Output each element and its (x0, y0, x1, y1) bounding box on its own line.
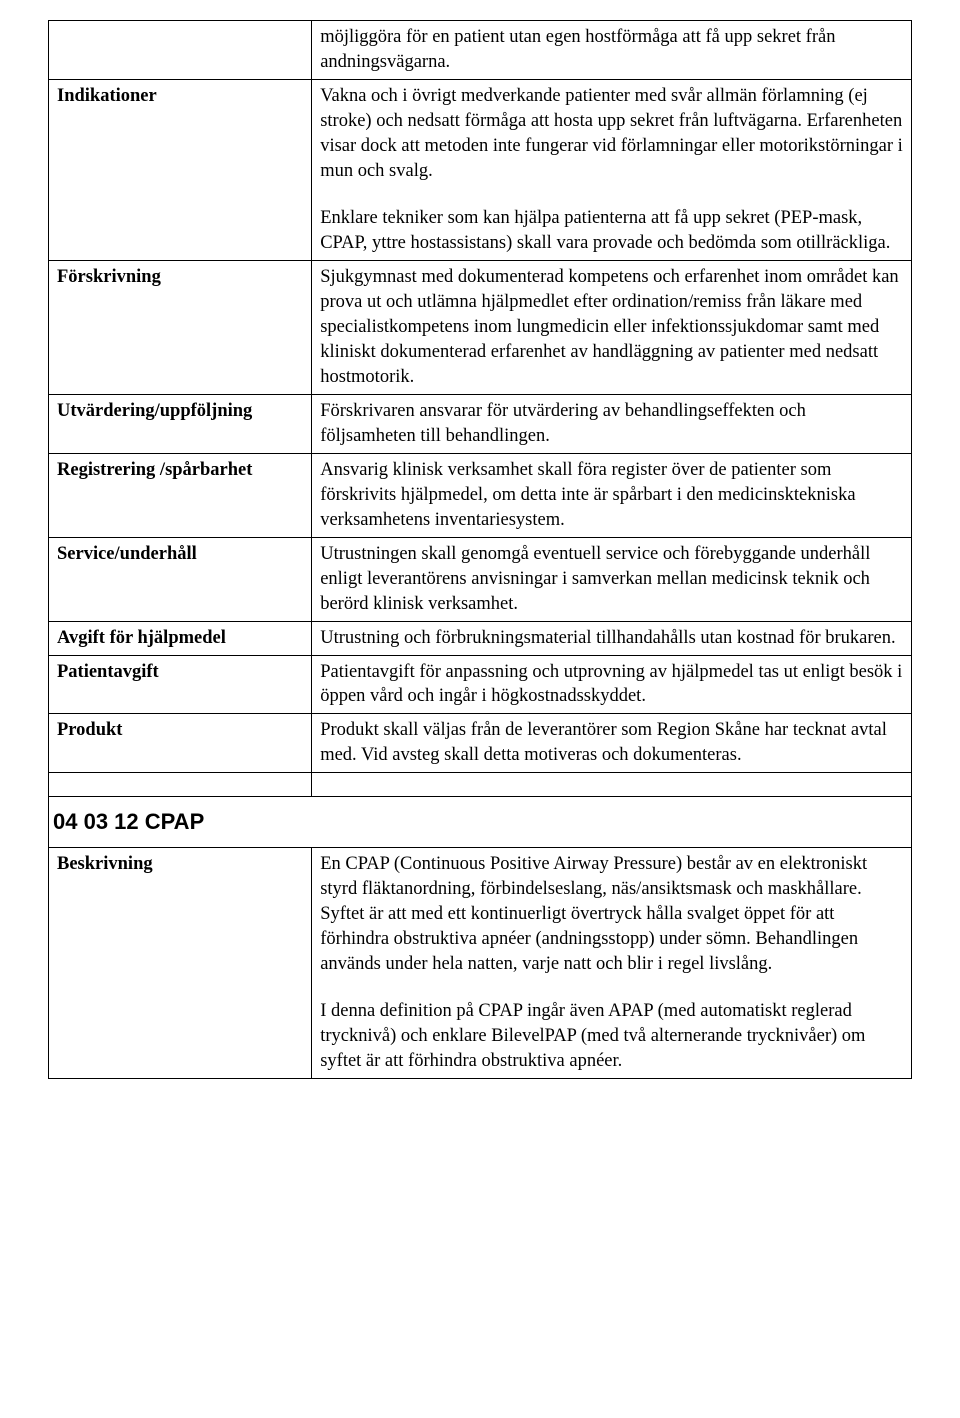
row-content: Vakna och i övrigt medverkande patienter… (312, 79, 912, 260)
row-label: Indikationer (49, 79, 312, 260)
row-label (49, 21, 312, 80)
spacer-row (49, 773, 912, 797)
empty-cell (49, 773, 312, 797)
row-content: Patientavgift för anpassning och utprovn… (312, 655, 912, 714)
paragraph: Enklare tekniker som kan hjälpa patiente… (320, 206, 903, 256)
table-row: Förskrivning Sjukgymnast med dokumentera… (49, 260, 912, 394)
row-label: Beskrivning (49, 848, 312, 1079)
table-row: Service/underhåll Utrustningen skall gen… (49, 537, 912, 621)
row-label: Produkt (49, 714, 312, 773)
section-title: 04 03 12 CPAP (49, 797, 912, 848)
row-label: Förskrivning (49, 260, 312, 394)
row-label: Service/underhåll (49, 537, 312, 621)
row-content: Produkt skall väljas från de leverantöre… (312, 714, 912, 773)
section-header-row: 04 03 12 CPAP (49, 797, 912, 848)
table-row: möjliggöra för en patient utan egen host… (49, 21, 912, 80)
table-row: Produkt Produkt skall väljas från de lev… (49, 714, 912, 773)
table-row: Avgift för hjälpmedel Utrustning och för… (49, 621, 912, 655)
paragraph: Vakna och i övrigt medverkande patienter… (320, 84, 903, 184)
row-content: möjliggöra för en patient utan egen host… (312, 21, 912, 80)
table-row: Indikationer Vakna och i övrigt medverka… (49, 79, 912, 260)
row-label: Utvärdering/uppföljning (49, 394, 312, 453)
paragraph: En CPAP (Continuous Positive Airway Pres… (320, 852, 903, 977)
table-row: Beskrivning En CPAP (Continuous Positive… (49, 848, 912, 1079)
table-row: Patientavgift Patientavgift för anpassni… (49, 655, 912, 714)
row-label: Patientavgift (49, 655, 312, 714)
table-row: Registrering /spårbarhet Ansvarig klinis… (49, 453, 912, 537)
row-label: Avgift för hjälpmedel (49, 621, 312, 655)
document-table: möjliggöra för en patient utan egen host… (48, 20, 912, 1079)
row-content: Sjukgymnast med dokumenterad kompetens o… (312, 260, 912, 394)
paragraph: I denna definition på CPAP ingår även AP… (320, 999, 903, 1074)
row-content: Ansvarig klinisk verksamhet skall föra r… (312, 453, 912, 537)
row-content: Utrustningen skall genomgå eventuell ser… (312, 537, 912, 621)
row-content: Utrustning och förbrukningsmaterial till… (312, 621, 912, 655)
table-row: Utvärdering/uppföljning Förskrivaren ans… (49, 394, 912, 453)
row-content: Förskrivaren ansvarar för utvärdering av… (312, 394, 912, 453)
row-content: En CPAP (Continuous Positive Airway Pres… (312, 848, 912, 1079)
empty-cell (312, 773, 912, 797)
row-label: Registrering /spårbarhet (49, 453, 312, 537)
